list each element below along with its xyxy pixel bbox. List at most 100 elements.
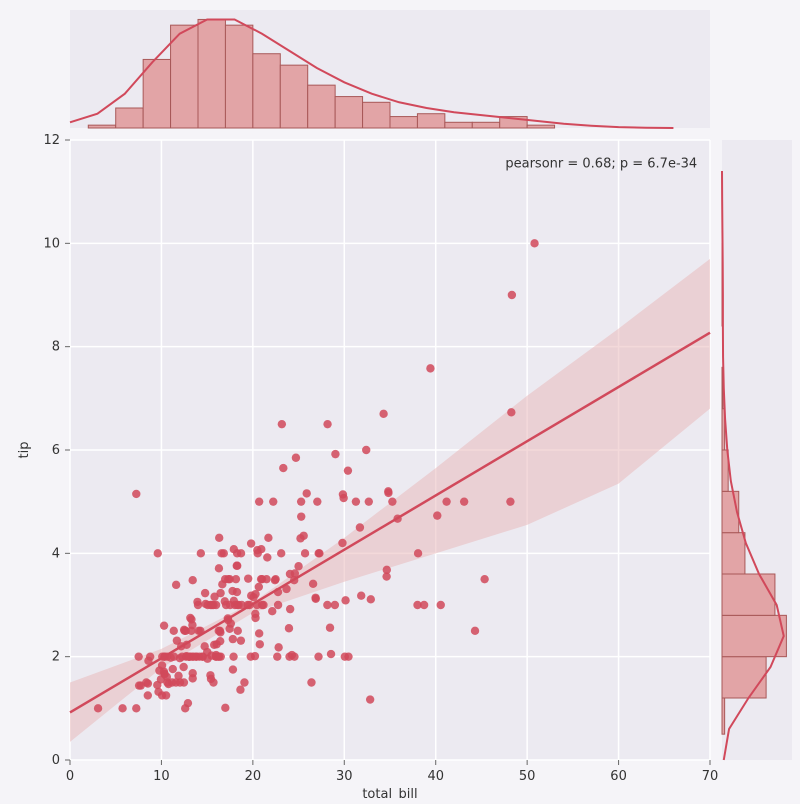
hist-bar bbox=[225, 25, 252, 128]
data-point bbox=[217, 549, 225, 557]
data-point bbox=[471, 627, 479, 635]
data-point bbox=[187, 627, 195, 635]
data-point bbox=[366, 695, 374, 703]
data-point bbox=[240, 678, 248, 686]
data-point bbox=[221, 704, 229, 712]
data-point bbox=[229, 652, 237, 660]
data-point bbox=[164, 680, 172, 688]
data-point bbox=[294, 562, 302, 570]
data-point bbox=[256, 640, 264, 648]
data-point bbox=[383, 566, 391, 574]
data-point bbox=[326, 624, 334, 632]
data-point bbox=[134, 652, 142, 660]
x-tick-label: 10 bbox=[153, 769, 170, 784]
data-point bbox=[232, 575, 240, 583]
data-point bbox=[179, 663, 187, 671]
data-point bbox=[251, 610, 259, 618]
data-point bbox=[154, 549, 162, 557]
data-point bbox=[269, 497, 277, 505]
data-point bbox=[255, 497, 263, 505]
hist-bar bbox=[722, 698, 725, 734]
data-point bbox=[209, 678, 217, 686]
data-point bbox=[414, 549, 422, 557]
data-point bbox=[341, 652, 349, 660]
x-tick-label: 70 bbox=[702, 769, 719, 784]
data-point bbox=[244, 574, 252, 582]
data-point bbox=[277, 549, 285, 557]
plot-svg: 010203040506070024681012total_billtippea… bbox=[0, 0, 800, 800]
data-point bbox=[301, 549, 309, 557]
data-point bbox=[341, 596, 349, 604]
x-axis-title: total_bill bbox=[362, 787, 417, 800]
data-point bbox=[236, 686, 244, 694]
hist-bar bbox=[722, 657, 766, 698]
x-tick-label: 20 bbox=[245, 769, 262, 784]
data-point bbox=[224, 614, 232, 622]
data-point bbox=[169, 665, 177, 673]
x-tick-label: 40 bbox=[427, 769, 444, 784]
data-point bbox=[118, 704, 126, 712]
data-point bbox=[344, 466, 352, 474]
data-point bbox=[323, 420, 331, 428]
hist-bar bbox=[308, 85, 335, 128]
data-point bbox=[297, 512, 305, 520]
data-point bbox=[309, 580, 317, 588]
data-point bbox=[426, 364, 434, 372]
data-point bbox=[274, 643, 282, 651]
data-point bbox=[420, 601, 428, 609]
data-point bbox=[132, 490, 140, 498]
data-point bbox=[356, 523, 364, 531]
data-point bbox=[442, 497, 450, 505]
y-tick-label: 8 bbox=[52, 340, 60, 355]
data-point bbox=[273, 652, 281, 660]
data-point bbox=[437, 601, 445, 609]
hist-bar bbox=[116, 108, 143, 128]
data-point bbox=[180, 678, 188, 686]
data-point bbox=[233, 588, 241, 596]
hist-bar bbox=[198, 19, 225, 128]
data-point bbox=[238, 601, 246, 609]
data-point bbox=[172, 581, 180, 589]
data-point bbox=[163, 673, 171, 681]
data-point bbox=[216, 637, 224, 645]
hist-bar bbox=[143, 59, 170, 128]
data-point bbox=[507, 408, 515, 416]
data-point bbox=[508, 291, 516, 299]
hist-bar bbox=[445, 122, 472, 128]
data-point bbox=[170, 627, 178, 635]
data-point bbox=[292, 454, 300, 462]
hist-bar bbox=[390, 117, 417, 128]
data-point bbox=[323, 601, 331, 609]
data-point bbox=[253, 601, 261, 609]
data-point bbox=[388, 497, 396, 505]
data-point bbox=[187, 615, 195, 623]
hist-bar bbox=[253, 54, 280, 128]
data-point bbox=[365, 497, 373, 505]
data-point bbox=[194, 627, 202, 635]
data-point bbox=[357, 592, 365, 600]
data-point bbox=[352, 497, 360, 505]
data-point bbox=[331, 601, 339, 609]
data-point bbox=[303, 489, 311, 497]
data-point bbox=[480, 575, 488, 583]
data-point bbox=[311, 594, 319, 602]
data-point bbox=[339, 490, 347, 498]
data-point bbox=[247, 539, 255, 547]
data-point bbox=[237, 549, 245, 557]
data-point bbox=[286, 605, 294, 613]
data-point bbox=[215, 627, 223, 635]
data-point bbox=[257, 575, 265, 583]
data-point bbox=[274, 601, 282, 609]
data-point bbox=[530, 239, 538, 247]
data-point bbox=[263, 553, 271, 561]
data-point bbox=[254, 549, 262, 557]
data-point bbox=[208, 601, 216, 609]
data-point bbox=[249, 593, 257, 601]
hist-bar bbox=[417, 114, 444, 128]
data-point bbox=[234, 627, 242, 635]
data-point bbox=[160, 621, 168, 629]
x-tick-label: 60 bbox=[610, 769, 627, 784]
data-point bbox=[268, 607, 276, 615]
y-tick-label: 0 bbox=[52, 753, 60, 768]
data-point bbox=[194, 601, 202, 609]
